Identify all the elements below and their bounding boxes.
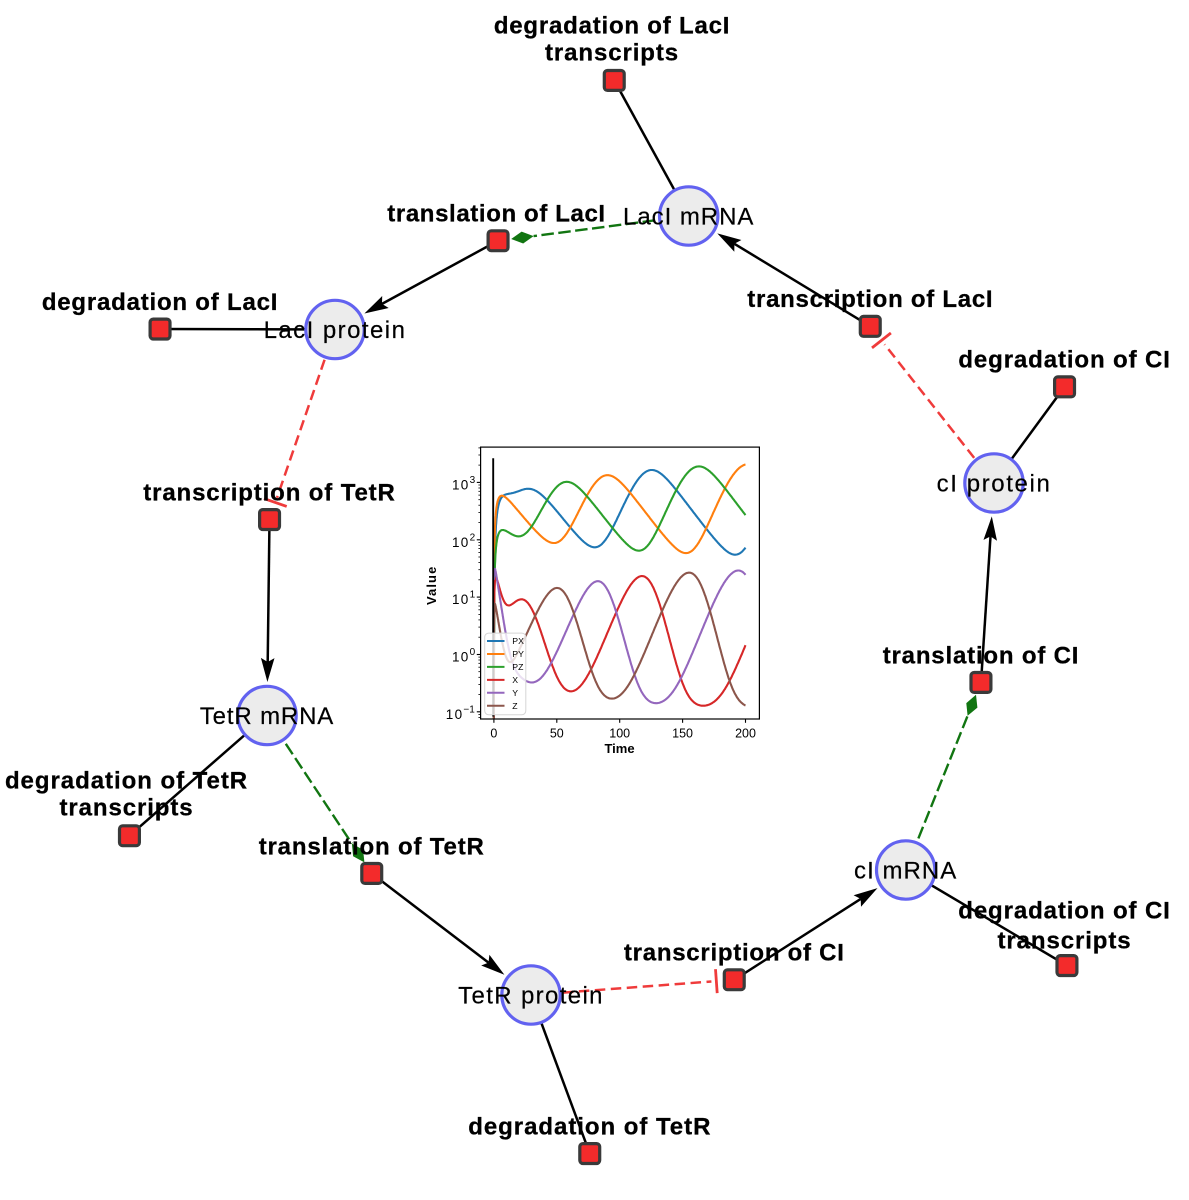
svg-text:degradation of TetR: degradation of TetR <box>5 768 248 795</box>
svg-text:10−1: 10−1 <box>446 704 475 722</box>
svg-text:LacI protein: LacI protein <box>264 317 407 344</box>
svg-text:transcripts: transcripts <box>545 40 679 67</box>
svg-text:200: 200 <box>735 726 756 740</box>
svg-text:degradation of CI: degradation of CI <box>958 897 1170 924</box>
svg-text:transcription of LacI: transcription of LacI <box>747 286 993 313</box>
svg-text:transcription of CI: transcription of CI <box>624 940 845 967</box>
svg-text:cI protein: cI protein <box>937 471 1052 498</box>
svg-text:transcription of TetR: transcription of TetR <box>143 479 396 506</box>
svg-text:transcripts: transcripts <box>998 928 1132 955</box>
svg-text:0: 0 <box>490 726 497 740</box>
svg-text:103: 103 <box>452 475 476 493</box>
svg-text:150: 150 <box>672 726 693 740</box>
svg-text:translation of LacI: translation of LacI <box>387 201 605 228</box>
svg-text:TetR mRNA: TetR mRNA <box>200 703 334 730</box>
svg-text:102: 102 <box>452 532 476 550</box>
svg-text:100: 100 <box>609 726 630 740</box>
svg-text:100: 100 <box>452 647 476 665</box>
svg-text:PZ: PZ <box>512 662 524 672</box>
svg-text:translation of TetR: translation of TetR <box>259 833 485 860</box>
svg-text:X: X <box>512 675 518 685</box>
svg-text:transcripts: transcripts <box>60 794 194 821</box>
svg-text:degradation of LacI: degradation of LacI <box>494 12 730 39</box>
svg-text:Value: Value <box>424 566 439 605</box>
svg-text:cI mRNA: cI mRNA <box>854 858 957 885</box>
svg-text:TetR protein: TetR protein <box>458 983 604 1010</box>
svg-text:Z: Z <box>512 701 518 711</box>
svg-text:50: 50 <box>550 726 564 740</box>
svg-text:Time: Time <box>604 741 634 756</box>
svg-text:degradation of LacI: degradation of LacI <box>42 289 278 316</box>
svg-text:PY: PY <box>512 649 524 659</box>
svg-text:PX: PX <box>512 636 524 646</box>
svg-text:101: 101 <box>452 590 476 608</box>
svg-text:degradation of CI: degradation of CI <box>958 347 1170 374</box>
svg-text:Y: Y <box>512 688 518 698</box>
svg-text:translation of CI: translation of CI <box>883 642 1080 669</box>
svg-text:LacI mRNA: LacI mRNA <box>623 204 754 231</box>
svg-text:degradation of TetR: degradation of TetR <box>468 1113 711 1140</box>
